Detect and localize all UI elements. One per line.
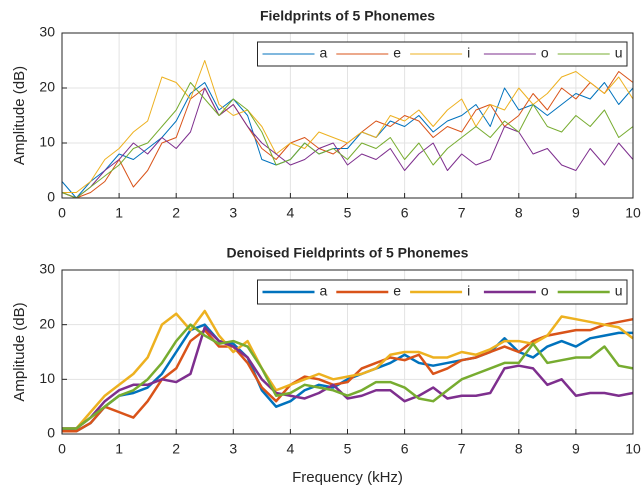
legend-label: i (467, 283, 470, 299)
x-tick-label: 5 (344, 441, 352, 457)
y-axis-label: Amplitude (dB) (11, 66, 28, 165)
legend-label: e (393, 283, 401, 299)
legend-label: o (541, 283, 549, 299)
chart-title: Fieldprints of 5 Phonemes (260, 8, 435, 24)
series-line (62, 317, 634, 433)
legend-label: a (320, 283, 328, 299)
legend-label: o (541, 45, 549, 61)
x-tick-label: 3 (229, 205, 237, 221)
y-tick-label: 0 (47, 189, 55, 205)
x-tick-label: 10 (625, 205, 641, 221)
y-tick-label: 20 (39, 79, 55, 95)
x-tick-label: 7 (458, 205, 466, 221)
legend-label: i (467, 45, 470, 61)
x-tick-label: 0 (58, 441, 66, 457)
x-tick-label: 9 (572, 205, 580, 221)
x-tick-label: 0 (58, 205, 66, 221)
x-tick-label: 6 (401, 441, 409, 457)
y-tick-label: 10 (39, 134, 55, 150)
x-tick-label: 2 (172, 441, 180, 457)
x-tick-label: 9 (572, 441, 580, 457)
legend-label: u (615, 45, 623, 61)
x-axis-label: Frequency (kHz) (292, 469, 403, 486)
series-line (62, 60, 634, 193)
x-tick-label: 4 (287, 441, 295, 457)
x-tick-label: 1 (115, 441, 123, 457)
x-tick-label: 4 (287, 205, 295, 221)
y-tick-label: 30 (39, 24, 55, 40)
y-tick-label: 20 (39, 315, 55, 331)
series-line (62, 309, 634, 430)
x-tick-label: 8 (515, 441, 523, 457)
series-line (61, 82, 634, 199)
series-line (61, 323, 633, 433)
series-line (61, 87, 634, 199)
x-tick-label: 8 (515, 205, 523, 221)
legend-label: a (320, 45, 328, 61)
y-tick-label: 10 (39, 370, 55, 386)
x-tick-label: 2 (172, 205, 180, 221)
axes-box (61, 32, 634, 199)
x-tick-label: 10 (625, 441, 641, 457)
x-tick-label: 7 (458, 441, 466, 457)
y-axis-label: Amplitude (dB) (11, 302, 28, 401)
chart-title: Denoised Fieldprints of 5 Phonemes (227, 245, 469, 261)
y-tick-label: 0 (47, 425, 55, 441)
series-line (62, 326, 634, 430)
x-tick-label: 5 (344, 205, 352, 221)
axes-box (61, 269, 634, 435)
series-line (61, 82, 634, 199)
x-tick-label: 1 (115, 205, 123, 221)
y-tick-label: 30 (39, 261, 55, 277)
x-tick-label: 3 (229, 441, 237, 457)
x-tick-label: 6 (401, 205, 409, 221)
legend-label: u (615, 283, 623, 299)
series-line (62, 323, 634, 430)
legend-label: e (393, 45, 401, 61)
